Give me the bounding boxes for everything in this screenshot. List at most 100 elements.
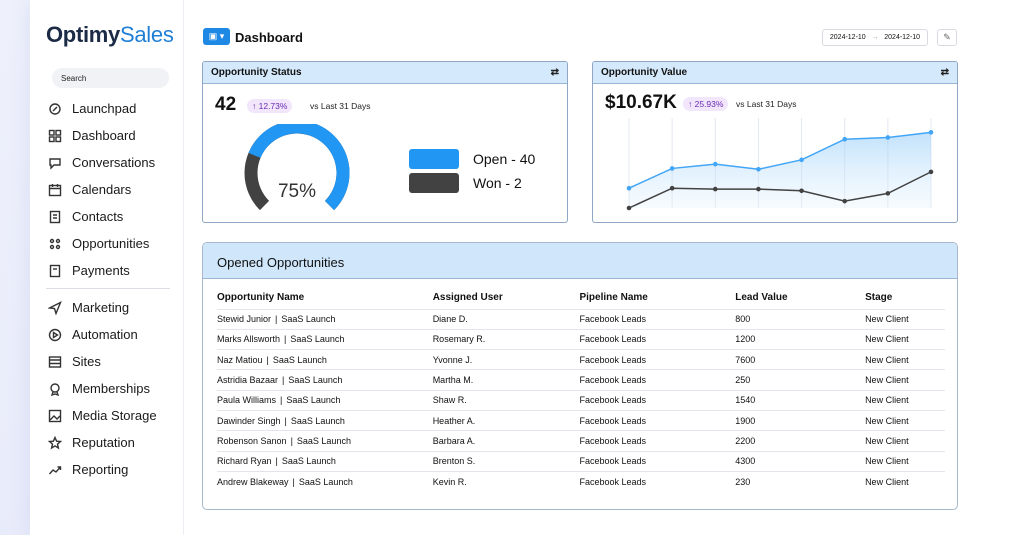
sidebar-item-label: Automation xyxy=(72,327,138,342)
series-line-1 xyxy=(628,171,932,209)
separator: | xyxy=(292,476,295,487)
sidebar-item-label: Reporting xyxy=(72,462,129,477)
lead-value-cell: 230 xyxy=(735,470,866,492)
send-icon xyxy=(46,299,64,317)
table-row[interactable]: Naz Matiou | SaaS Launch Yvonne J. Facebook … xyxy=(217,349,945,370)
stage-cell: New Client xyxy=(865,389,945,411)
pipeline-cell: Facebook Leads xyxy=(579,308,736,330)
data-point[interactable] xyxy=(885,191,891,196)
data-point[interactable] xyxy=(669,185,675,191)
arrow-icon: → xyxy=(871,34,879,41)
table-row[interactable]: Andrew Blakeway | SaaS Launch Kevin R. Faceb… xyxy=(217,470,945,492)
table-row[interactable]: Astridia Bazaar | SaaS Launch Martha M. Face… xyxy=(217,369,945,391)
data-point[interactable] xyxy=(799,188,804,194)
data-point[interactable] xyxy=(712,186,718,192)
lead-value-cell: 800 xyxy=(735,308,866,330)
trend-icon xyxy=(46,461,64,479)
table-row[interactable]: Stewid Junior | SaaS Launch Diane D. Faceboo… xyxy=(217,308,945,330)
sidebar-item-reporting[interactable]: Reporting xyxy=(46,456,176,483)
chat-icon xyxy=(46,154,64,172)
table-row[interactable]: Paula Williams | SaaS Launch Shaw R. Faceboo… xyxy=(217,389,945,411)
separator: | xyxy=(266,354,269,365)
column-header[interactable]: Pipeline Name xyxy=(579,292,648,304)
sidebar-item-label: Media Storage xyxy=(72,408,157,423)
column-header[interactable]: Assigned User xyxy=(432,292,503,304)
sidebar-item-sites[interactable]: Sites xyxy=(46,348,176,375)
gauge-fill xyxy=(248,124,350,211)
sidebar-item-label: Conversations xyxy=(72,155,156,170)
separator: | xyxy=(290,435,293,446)
lead-value-cell: 1200 xyxy=(735,328,866,350)
sidebar-item-calendars[interactable]: Calendars xyxy=(46,176,176,203)
series-area xyxy=(629,132,931,208)
sidebar-item-launchpad[interactable]: Launchpad xyxy=(46,95,176,122)
opportunity-amount: $10.67K xyxy=(605,92,677,113)
card-title: Opportunity Status ⇄ xyxy=(203,62,567,84)
table-title: Opened Opportunities xyxy=(203,243,957,279)
table-row[interactable]: Richard Ryan | SaaS Launch Brenton S. Facebo… xyxy=(217,450,945,472)
gauge-chart: 75% xyxy=(244,124,350,211)
column-header[interactable]: Lead Value xyxy=(735,292,788,304)
sidebar-item-contacts[interactable]: Contacts xyxy=(46,203,176,230)
assigned-user-cell: Heather A. xyxy=(432,409,580,431)
change-badge: ↑ 12.73% xyxy=(247,99,293,113)
sidebar-item-media-storage[interactable]: Media Storage xyxy=(46,402,176,429)
opportunity-name-cell: Stewid Junior | SaaS Launch xyxy=(217,308,433,330)
lead-value-cell: 250 xyxy=(735,369,866,391)
contacts-icon xyxy=(46,208,64,226)
sidebar-item-label: Marketing xyxy=(72,300,130,315)
assigned-user-cell: Shaw R. xyxy=(432,389,580,411)
date-start: 2024-12-10 xyxy=(829,34,866,41)
filter-icon[interactable]: ⇄ xyxy=(940,67,949,78)
sidebar-item-marketing[interactable]: Marketing xyxy=(46,294,176,321)
sidebar-item-automation[interactable]: Automation xyxy=(46,321,176,348)
data-point[interactable] xyxy=(799,157,804,163)
lead-value-cell: 4300 xyxy=(735,450,866,472)
pipeline-cell: Facebook Leads xyxy=(579,369,736,391)
data-point[interactable] xyxy=(842,136,848,142)
table-row[interactable]: Robenson Sanon | SaaS Launch Barbara A. Face… xyxy=(217,430,945,452)
table-row[interactable]: Dawinder Singh | SaaS Launch Heather A. Face… xyxy=(217,409,945,431)
date-end: 2024-12-10 xyxy=(884,34,921,41)
column-header[interactable]: Opportunity Name xyxy=(217,292,305,304)
data-point[interactable] xyxy=(756,167,761,172)
assigned-user-cell: Kevin R. xyxy=(432,470,580,492)
stage-cell: New Client xyxy=(865,430,945,452)
column-header[interactable]: Stage xyxy=(865,292,893,304)
lead-value-cell: 1540 xyxy=(735,389,866,411)
opportunity-status-card: Opportunity Status ⇄ 42 ↑ 12.73% vs Last… xyxy=(202,61,568,223)
sidebar-item-conversations[interactable]: Conversations xyxy=(46,149,176,176)
sidebar-item-label: Calendars xyxy=(72,182,132,197)
sidebar-item-payments[interactable]: Payments xyxy=(46,257,176,284)
opportunity-value-chart xyxy=(626,118,934,211)
opportunity-name-cell: Astridia Bazaar | SaaS Launch xyxy=(217,369,433,391)
data-point[interactable] xyxy=(669,166,675,171)
table-row[interactable]: Marks Allsworth | SaaS Launch Rosemary R. Fa… xyxy=(217,328,945,350)
assigned-user-cell: Diane D. xyxy=(432,308,580,330)
edit-icon[interactable]: ✎ xyxy=(937,29,957,46)
sidebar-item-dashboard[interactable]: Dashboard xyxy=(46,122,176,149)
data-point[interactable] xyxy=(626,205,632,211)
pipeline-cell: Facebook Leads xyxy=(579,450,736,472)
data-point[interactable] xyxy=(712,161,718,167)
data-point[interactable] xyxy=(928,130,934,135)
search-input[interactable]: Search xyxy=(52,68,169,88)
filter-icon[interactable]: ⇄ xyxy=(550,67,559,78)
opportunity-name-cell: Robenson Sanon | SaaS Launch xyxy=(217,430,433,452)
dashboard-switcher-button[interactable]: ▣ ▾ xyxy=(203,28,230,45)
sidebar-item-reputation[interactable]: Reputation xyxy=(46,429,176,456)
data-point[interactable] xyxy=(842,198,848,204)
opportunity-name-cell: Richard Ryan | SaaS Launch xyxy=(217,450,433,472)
data-point[interactable] xyxy=(885,135,891,140)
data-point[interactable] xyxy=(928,169,934,175)
data-point[interactable] xyxy=(756,186,761,192)
contact-name: Naz Matiou xyxy=(217,354,263,365)
data-point[interactable] xyxy=(626,185,632,191)
stage-cell: New Client xyxy=(865,328,945,350)
sidebar-item-memberships[interactable]: Memberships xyxy=(46,375,176,402)
sidebar-item-opportunities[interactable]: Opportunities xyxy=(46,230,176,257)
star-icon xyxy=(46,434,64,452)
pipeline-cell: Facebook Leads xyxy=(579,349,736,370)
date-range-picker[interactable]: 2024-12-10 → 2024-12-10 xyxy=(822,29,928,46)
sidebar-item-label: Sites xyxy=(72,354,101,369)
